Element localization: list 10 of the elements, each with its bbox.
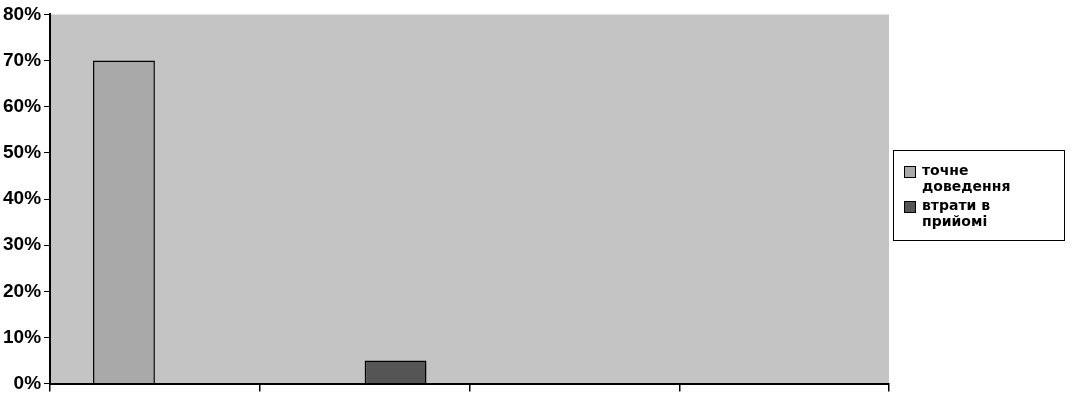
- y-tick-label: 40%: [3, 187, 42, 209]
- y-tick-label: 60%: [3, 94, 42, 116]
- legend-label: втрати в прийомі: [922, 197, 992, 229]
- y-tick-label: 50%: [3, 141, 42, 163]
- y-tick-label: 0%: [13, 371, 42, 393]
- y-tick-label: 70%: [3, 48, 42, 70]
- y-tick-label: 20%: [3, 279, 42, 301]
- y-tick-label: 10%: [3, 325, 42, 347]
- y-tick-label: 30%: [3, 233, 42, 255]
- y-tick-label: 80%: [3, 2, 42, 24]
